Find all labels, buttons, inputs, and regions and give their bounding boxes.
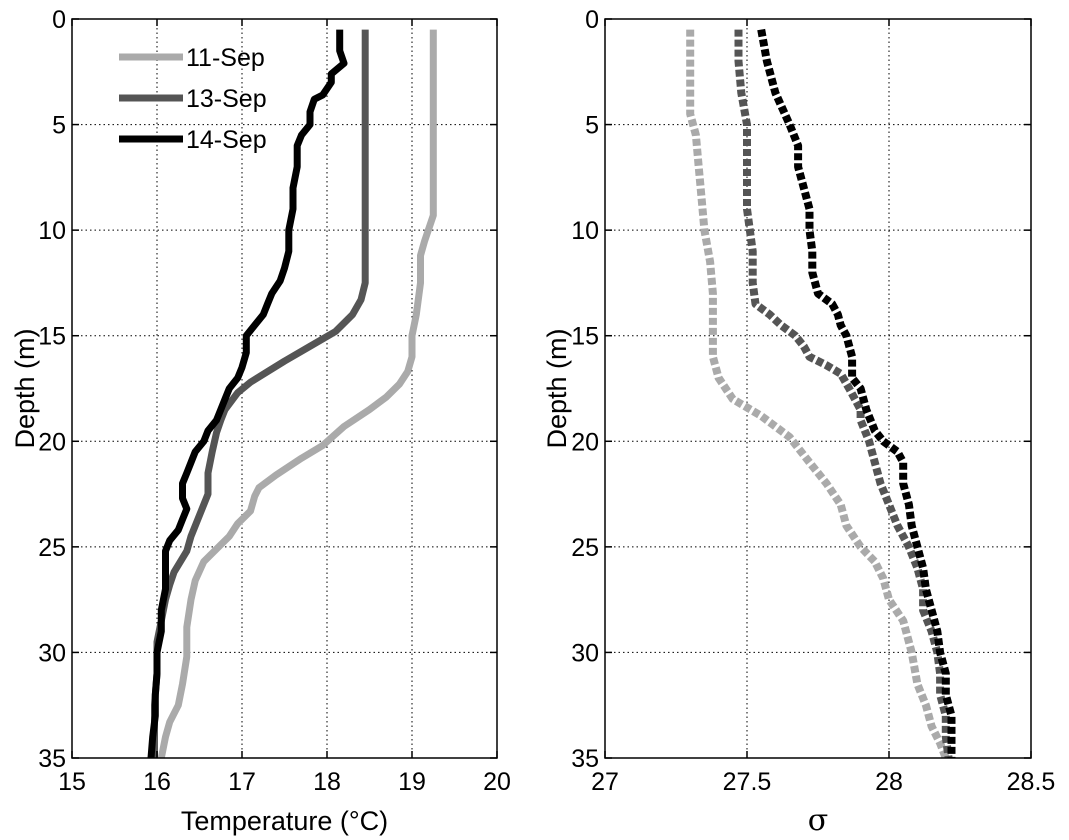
- series-line-11-sep: [686, 29, 950, 760]
- temperature-panel: 15 16 17 18 19 20 0 5 10 15 20 25 30 35 Temperature (°…: [10, 6, 511, 836]
- y-tick-label: 25: [38, 534, 66, 562]
- legend: 11-Sep 13-Sep 14-Sep: [119, 44, 267, 154]
- x-tick-label: 28.5: [1007, 768, 1056, 796]
- y-axis-label: Depth (m): [10, 328, 40, 448]
- x-tick-label: 28: [875, 768, 903, 796]
- y-tick-label: 35: [571, 745, 599, 773]
- x-tick-label: 27.5: [723, 768, 772, 796]
- y-tick-label: 10: [571, 217, 599, 245]
- series-line-14-sep: [147, 29, 348, 759]
- x-axis-label: Temperature (°C): [181, 806, 388, 836]
- legend-entry-label: 13-Sep: [186, 85, 267, 113]
- y-tick-label: 5: [52, 112, 66, 140]
- x-tick-label: 17: [228, 768, 256, 796]
- plot-frame: [71, 18, 498, 759]
- series-line-13-sep: [734, 29, 953, 759]
- y-tick-label: 20: [38, 428, 66, 456]
- series-line-11-sep: [157, 29, 437, 759]
- y-tick-label: 20: [571, 428, 599, 456]
- sigma-panel: 27 27.5 28 28.5 0 5 10 15 20 25 30 35 σ Depth (m): [542, 6, 1055, 838]
- y-tick-label: 15: [571, 323, 599, 351]
- y-tick-label: 25: [571, 534, 599, 562]
- y-tick-label: 30: [571, 639, 599, 667]
- y-tick-label: 15: [38, 323, 66, 351]
- x-tick-label: 19: [398, 768, 426, 796]
- plot-frame: [604, 18, 1032, 759]
- x-tick-label: 20: [483, 768, 511, 796]
- y-axis-label: Depth (m): [542, 328, 572, 448]
- y-tick-label: 10: [38, 217, 66, 245]
- y-tick-label: 35: [38, 745, 66, 773]
- legend-entry-label: 14-Sep: [186, 126, 267, 154]
- series-line-14-sep: [757, 28, 956, 758]
- legend-entry-label: 11-Sep: [186, 44, 265, 72]
- y-tick-label: 0: [52, 6, 66, 34]
- x-tick-label: 27: [591, 768, 619, 796]
- y-tick-label: 0: [585, 6, 599, 34]
- y-tick-label: 5: [585, 112, 599, 140]
- y-tick-label: 30: [38, 639, 66, 667]
- x-tick-label: 15: [58, 768, 86, 796]
- x-axis-label: σ: [808, 803, 828, 838]
- x-tick-label: 18: [313, 768, 341, 796]
- x-tick-label: 16: [143, 768, 171, 796]
